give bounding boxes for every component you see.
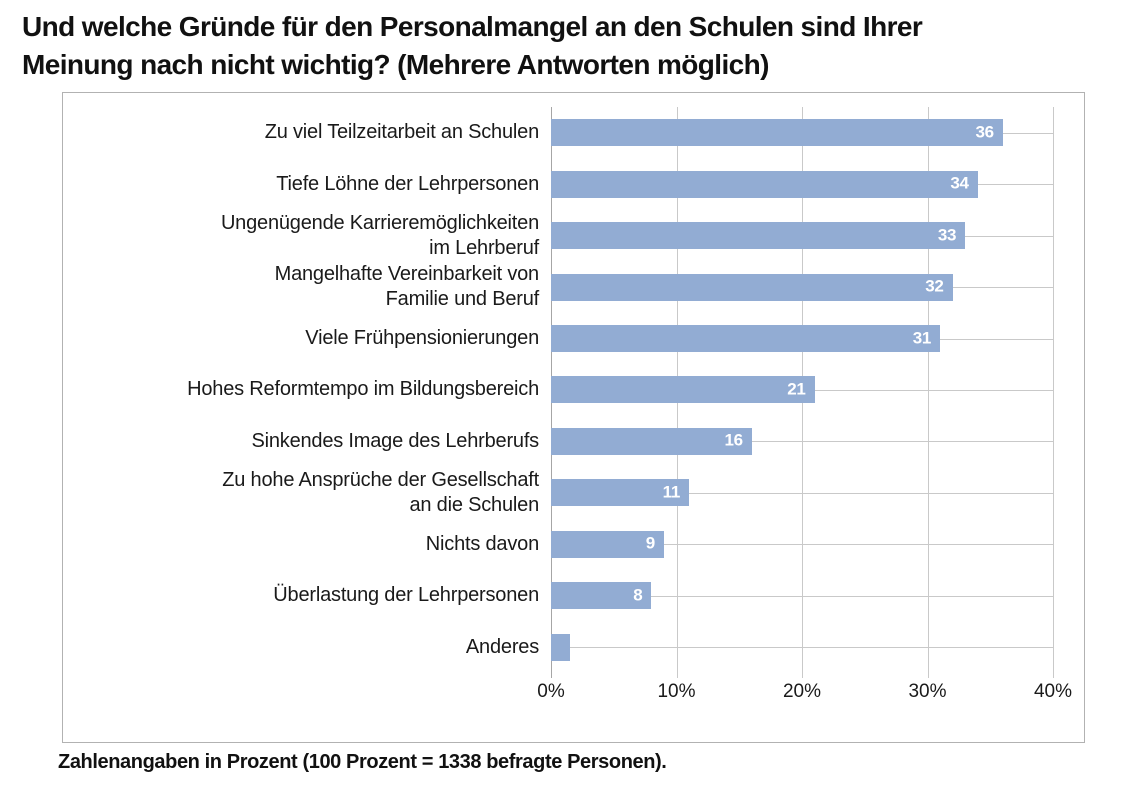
bar-row: 36 xyxy=(551,107,1053,158)
category-label: Zu hohe Ansprüche der Gesellschaft an die… xyxy=(71,467,539,518)
bar: 33 xyxy=(551,222,966,250)
bar-row: 31 xyxy=(551,313,1053,364)
bar-value-label: 21 xyxy=(787,379,806,399)
category-label-line: im Lehrberuf xyxy=(429,236,539,259)
category-label: Mangelhafte Vereinbarkeit von Familie und… xyxy=(71,261,540,312)
category-label: Tiefe Löhne der Lehrpersonen xyxy=(71,158,539,209)
bar-row: 34 xyxy=(551,158,1053,209)
category-label-line: Familie und Beruf xyxy=(385,288,540,311)
bar-value-label: 8 xyxy=(633,585,643,605)
bar: 9 xyxy=(551,530,664,558)
bar-value-label: 32 xyxy=(925,276,944,296)
chart-title-line2: Meinung nach nicht wichtig? (Mehrere Ant… xyxy=(22,49,769,80)
bar-row: 21 xyxy=(551,364,1053,415)
bar-row: 16 xyxy=(551,416,1053,467)
bar: 21 xyxy=(551,376,815,404)
bar: 36 xyxy=(551,119,1003,147)
bar: 8 xyxy=(551,582,652,610)
category-label-line: Zu hohe Ansprüche der Gesellschaft xyxy=(222,468,539,491)
chart-title-line1: Und welche Gründe für den Personalmangel… xyxy=(22,11,923,42)
bar-value-label: 36 xyxy=(975,122,994,142)
category-axis-labels: Zu viel Teilzeitarbeit an Schulen Tiefe L… xyxy=(71,107,539,673)
bar: 34 xyxy=(551,170,978,198)
bar: 32 xyxy=(551,273,953,301)
category-label: Nichts davon xyxy=(71,519,539,570)
category-gridline xyxy=(551,544,1053,546)
plot-area: 36 34 33 32 31 21 16 11 9 8 xyxy=(551,107,1054,678)
vertical-gridline xyxy=(927,107,929,678)
chart-title: Und welche Gründe für den Personalmangel… xyxy=(22,8,923,84)
bar: 31 xyxy=(551,325,941,353)
category-label: Überlastung der Lehrpersonen xyxy=(71,570,539,621)
category-label-line: Zu viel Teilzeitarbeit an Schulen xyxy=(264,121,540,144)
category-label: Viele Frühpensionierungen xyxy=(71,313,539,364)
bar-value-label: 34 xyxy=(950,173,969,193)
bar-row: 9 xyxy=(551,519,1053,570)
category-label: Anderes xyxy=(71,622,539,673)
x-tick-label: 30% xyxy=(908,681,947,702)
bar-row: 11 xyxy=(551,467,1053,518)
bar-value-label: 9 xyxy=(645,533,655,553)
x-axis-tick-labels: 0% 10% 20% 30% 40% xyxy=(537,681,1072,707)
category-label-line: Viele Frühpensionierungen xyxy=(305,327,539,350)
bar: 11 xyxy=(551,479,690,507)
bar-value-label: 31 xyxy=(912,328,932,348)
category-label-line: Mangelhafte Vereinbarkeit von xyxy=(274,263,540,286)
category-gridline xyxy=(551,441,1053,443)
category-label: Sinkendes Image des Lehrberufs xyxy=(71,416,539,467)
x-tick-label: 10% xyxy=(657,681,696,702)
bar xyxy=(551,633,570,661)
category-label-line: Tiefe Löhne der Lehrpersonen xyxy=(276,172,539,195)
category-label-line: Anderes xyxy=(465,635,539,658)
category-label-line: Hohes Reformtempo im Bildungsbereich xyxy=(187,378,539,401)
category-label: Zu viel Teilzeitarbeit an Schulen xyxy=(71,107,540,158)
category-label-line: Nichts davon xyxy=(425,532,539,555)
bar-value-label: 16 xyxy=(724,431,743,451)
category-gridline xyxy=(551,492,1053,494)
category-label-line: Sinkendes Image des Lehrberufs xyxy=(251,429,539,452)
bar-row: 33 xyxy=(551,210,1053,261)
category-label-line: Ungenügende Karrieremöglichkeiten xyxy=(220,211,539,234)
bar-value-label: 11 xyxy=(662,482,681,502)
chart-frame: Zu viel Teilzeitarbeit an Schulen Tiefe L… xyxy=(62,92,1085,743)
bar-row xyxy=(551,622,1053,673)
category-gridline xyxy=(551,595,1053,597)
bar: 16 xyxy=(551,427,752,455)
category-label: Ungenügende Karrieremöglichkeiten im Lehr… xyxy=(71,210,539,261)
x-tick-label: 0% xyxy=(537,681,565,702)
footnote: Zahlenangaben in Prozent (100 Prozent = … xyxy=(58,751,667,773)
vertical-gridline xyxy=(1053,107,1054,678)
bar-row: 8 xyxy=(551,570,1053,621)
category-label: Hohes Reformtempo im Bildungsbereich xyxy=(71,364,539,415)
category-label-line: Überlastung der Lehrpersonen xyxy=(273,584,539,607)
category-label-line: an die Schulen xyxy=(409,493,539,516)
category-gridline xyxy=(551,647,1053,649)
bar-value-label: 33 xyxy=(937,225,957,245)
x-tick-label: 20% xyxy=(782,681,822,702)
x-tick-label: 40% xyxy=(1033,681,1073,702)
bar-row: 32 xyxy=(551,261,1053,312)
